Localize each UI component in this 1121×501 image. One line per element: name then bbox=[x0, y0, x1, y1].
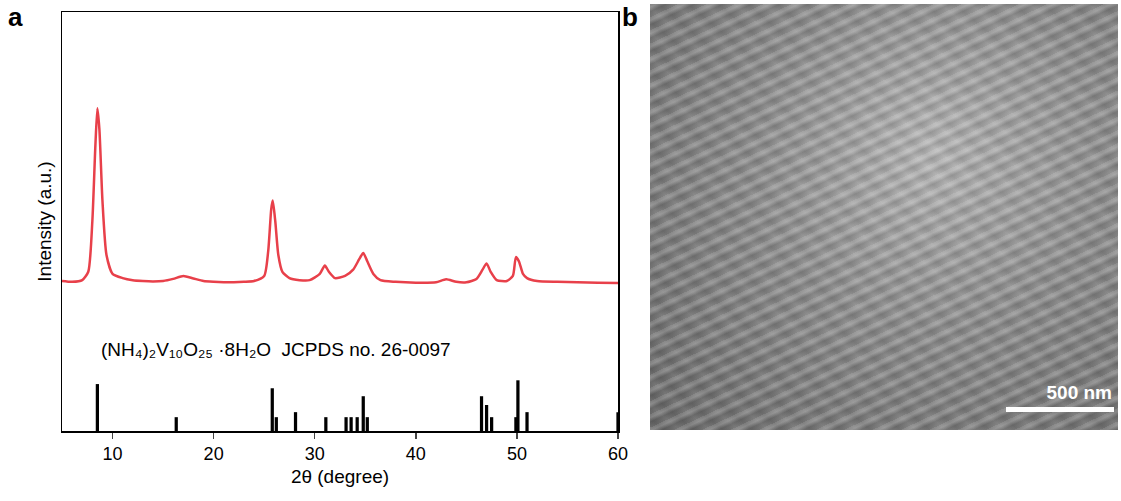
svg-text:20: 20 bbox=[204, 444, 224, 464]
svg-text:Intensity (a.u.): Intensity (a.u.) bbox=[34, 161, 55, 281]
html-text:500 nm: 500 nm bbox=[1046, 382, 1112, 403]
html-text:b: b bbox=[622, 2, 638, 32]
svg-text:10: 10 bbox=[103, 444, 123, 464]
svg-text:40: 40 bbox=[406, 444, 426, 464]
svg-text:30: 30 bbox=[305, 444, 325, 464]
svg-text:50: 50 bbox=[507, 444, 527, 464]
html-text:a: a bbox=[8, 2, 23, 32]
svg-text:60: 60 bbox=[608, 444, 628, 464]
svg-text:(NH₄)₂V₁₀O₂₅ ·8H₂O JCPDS no.: (NH₄)₂V₁₀O₂₅ ·8H₂O JCPDS no. 26-0097 bbox=[101, 339, 451, 360]
svg-text:2θ (degree): 2θ (degree) bbox=[291, 466, 389, 487]
